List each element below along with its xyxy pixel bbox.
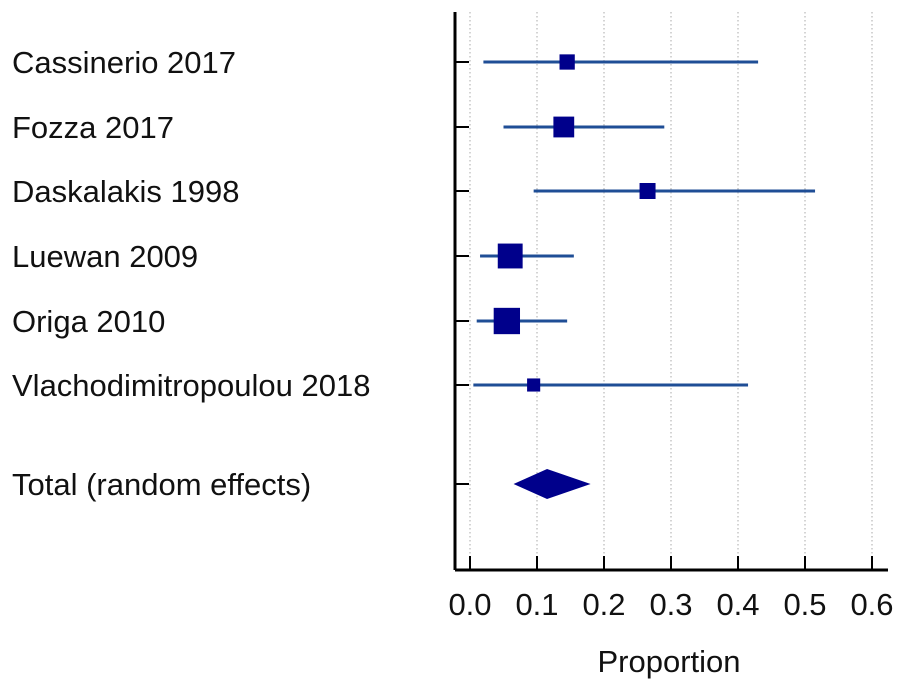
study-marker [497, 243, 523, 269]
study-label: Fozza 2017 [12, 110, 174, 145]
x-tick-label: 0.1 [515, 587, 558, 622]
x-tick-label: 0.5 [783, 587, 826, 622]
study-marker [559, 54, 575, 70]
study-label: Vlachodimitropoulou 2018 [12, 368, 370, 403]
study-marker [527, 378, 541, 392]
x-ticks: 0.0 0.1 0.2 0.3 0.4 0.5 0.6 [448, 556, 894, 622]
study-markers [493, 54, 656, 499]
x-tick-label: 0.3 [649, 587, 692, 622]
x-tick-label: 0.4 [716, 587, 759, 622]
study-label: Cassinerio 2017 [12, 45, 236, 80]
y-ticks [455, 61, 469, 485]
study-marker [493, 307, 521, 335]
total-label: Total (random effects) [12, 467, 311, 502]
study-marker [639, 183, 656, 199]
study-marker [553, 116, 575, 138]
x-axis-title: Proportion [597, 644, 740, 679]
x-tick-label: 0.2 [582, 587, 625, 622]
study-label: Luewan 2009 [12, 239, 198, 274]
study-label: Daskalakis 1998 [12, 174, 239, 209]
x-tick-label: 0.6 [850, 587, 893, 622]
confidence-intervals [473, 60, 816, 387]
x-tick-label: 0.0 [448, 587, 491, 622]
pooled-estimate-diamond [513, 469, 591, 499]
study-label: Origa 2010 [12, 304, 165, 339]
study-labels: Cassinerio 2017 Fozza 2017 Daskalakis 1998… [12, 45, 370, 502]
